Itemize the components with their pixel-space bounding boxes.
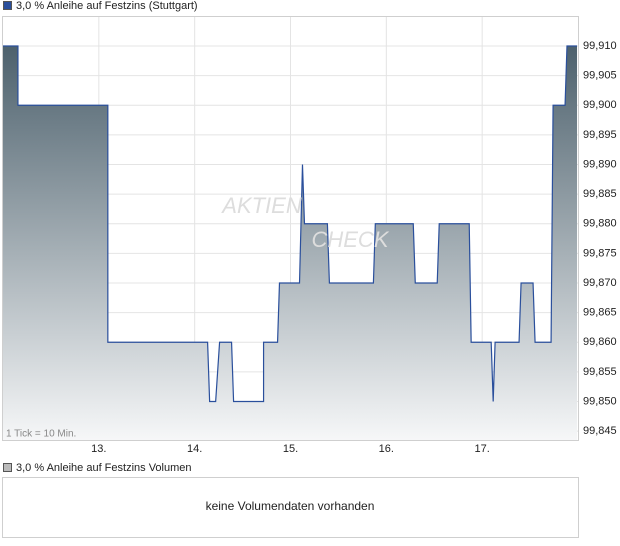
volume-frame xyxy=(2,477,579,538)
y-tick-label: 99,910 xyxy=(583,40,617,52)
line xyxy=(3,45,578,403)
legend-swatch xyxy=(3,463,12,472)
watermark: CHECK xyxy=(311,227,389,252)
x-tick-label: 17. xyxy=(475,443,490,455)
y-tick-label: 99,870 xyxy=(583,277,617,289)
x-tick-label: 13. xyxy=(91,443,106,455)
y-tick-label: 99,885 xyxy=(583,188,617,200)
y-tick-label: 99,895 xyxy=(583,129,617,141)
tick-note: 1 Tick = 10 Min. xyxy=(6,429,76,440)
x-tick-label: 16. xyxy=(379,443,394,455)
watermark: AKTIEN xyxy=(220,193,302,218)
volume-title: 3,0 % Anleihe auf Festzins Volumen xyxy=(16,462,192,474)
x-tick-label: 15. xyxy=(283,443,298,455)
volume-message: keine Volumendaten vorhanden xyxy=(206,499,375,513)
legend-swatch xyxy=(3,1,12,10)
y-tick-label: 99,855 xyxy=(583,366,617,378)
y-tick-label: 99,880 xyxy=(583,218,617,230)
area xyxy=(3,46,578,440)
marks xyxy=(3,45,578,440)
y-tick-label: 99,850 xyxy=(583,395,617,407)
y-tick-label: 99,890 xyxy=(583,158,617,170)
y-tick-label: 99,860 xyxy=(583,336,617,348)
legend-label: 3,0 % Anleihe auf Festzins (Stuttgart) xyxy=(16,0,198,12)
x-tick-label: 14. xyxy=(187,443,202,455)
y-tick-label: 99,905 xyxy=(583,70,617,82)
y-tick-label: 99,900 xyxy=(583,99,617,111)
y-tick-label: 99,865 xyxy=(583,307,617,319)
y-tick-label: 99,875 xyxy=(583,247,617,259)
y-tick-label: 99,845 xyxy=(583,425,617,437)
